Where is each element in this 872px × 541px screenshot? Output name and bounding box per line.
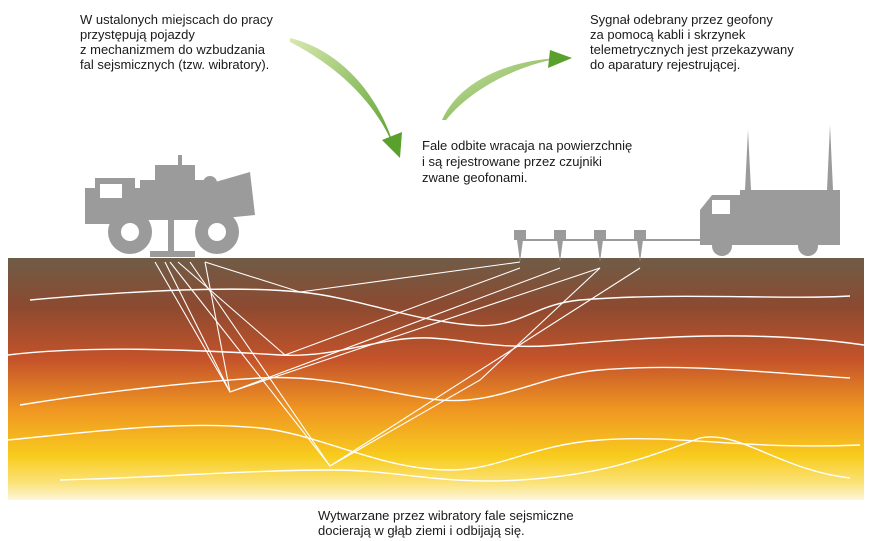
annotation: Fale odbite wracaja na powierzchnię i są… [422, 138, 636, 185]
text-line: Wytwarzane przez wibratory fale sejsmicz… [318, 508, 574, 523]
vibrator-vehicle [85, 155, 255, 257]
text-line: W ustalonych miejscach do pracy [80, 12, 273, 27]
arrow-head [382, 132, 402, 158]
recording-truck [700, 125, 840, 256]
text-line: zwane geofonami. [422, 170, 528, 185]
text-line: za pomocą kabli i skrzynek [590, 27, 746, 42]
text-line: Sygnał odebrany przez geofony [590, 12, 773, 27]
text-line: do aparatury rejestrującej. [590, 57, 740, 72]
diagram: W ustalonych miejscach do pracy przystęp… [0, 0, 872, 541]
arrow [442, 58, 560, 120]
annotation: Sygnał odebrany przez geofony za pomocą … [590, 12, 797, 72]
ground [8, 258, 864, 500]
arrow [290, 38, 395, 150]
text-line: fal sejsmicznych (tzw. wibratory). [80, 57, 269, 72]
annotation: W ustalonych miejscach do pracy przystęp… [80, 12, 277, 72]
arrow-head [548, 50, 572, 68]
text-line: Fale odbite wracaja na powierzchnię [422, 138, 632, 153]
annotation: Wytwarzane przez wibratory fale sejsmicz… [318, 508, 577, 538]
text-line: telemetrycznych jest przekazywany [590, 42, 794, 57]
text-line: i są rejestrowane przez czujniki [422, 154, 602, 169]
text-line: z mechanizmem do wzbudzania [80, 42, 266, 57]
text-line: przystępują pojazdy [80, 27, 195, 42]
text-line: docierają w głąb ziemi i odbijają się. [318, 523, 525, 538]
geophones [514, 230, 720, 262]
